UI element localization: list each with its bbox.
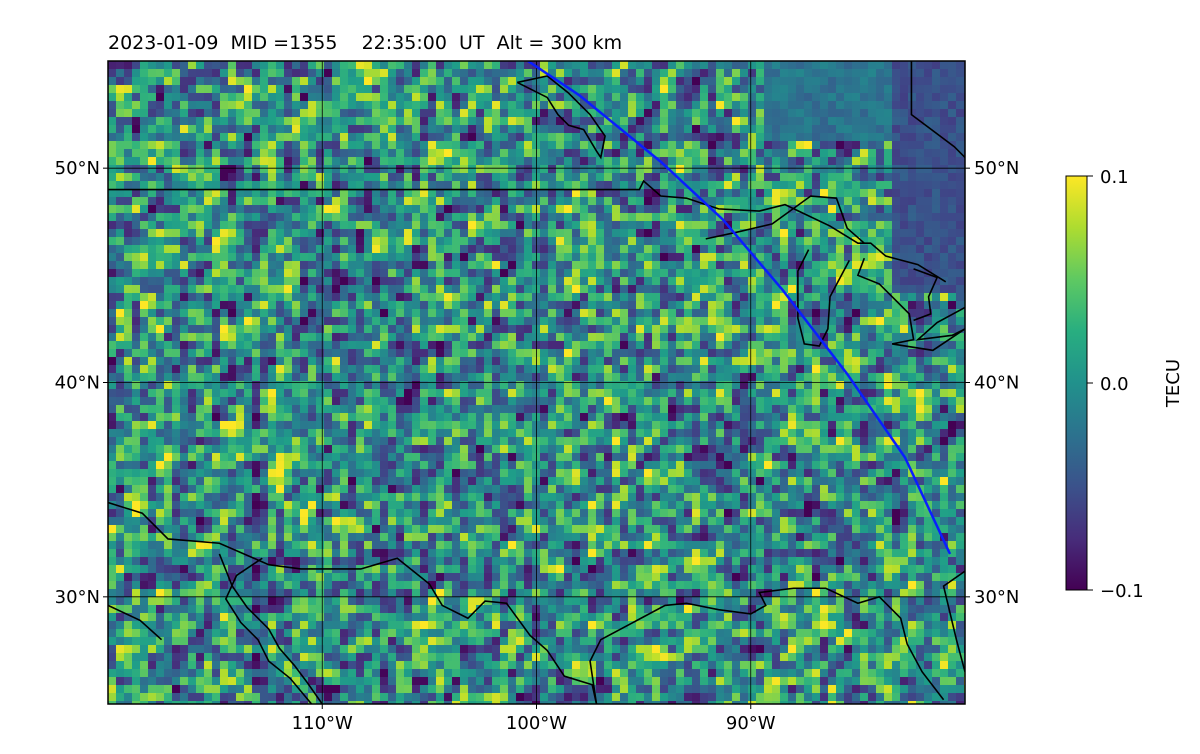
lat-tick-label-left: 50°N — [55, 158, 100, 179]
colorbar-gradient — [1066, 176, 1087, 590]
lat-tick-label-right: 50°N — [974, 158, 1019, 179]
lon-tick-label: 90°W — [726, 713, 776, 734]
colorbar-ticks: 0.1 0.0 −0.1 — [1087, 167, 1144, 602]
latitude-axis-right: 50°N 40°N 30°N — [965, 158, 1019, 608]
tec-heatmap — [108, 61, 973, 710]
colorbar: 0.1 0.0 −0.1 TECU — [1066, 167, 1184, 602]
lon-tick-label: 100°W — [506, 713, 567, 734]
colorbar-tick-label: 0.1 — [1100, 167, 1129, 188]
lon-tick-label: 110°W — [292, 713, 353, 734]
longitude-axis: 110°W 100°W 90°W — [292, 704, 776, 734]
map-area — [108, 61, 973, 710]
colorbar-tick-label: −0.1 — [1100, 581, 1144, 602]
lat-tick-label-right: 30°N — [974, 587, 1019, 608]
latitude-axis-left: 50°N 40°N 30°N — [55, 158, 108, 608]
colorbar-tick-label: 0.0 — [1100, 374, 1129, 395]
lat-tick-label-left: 30°N — [55, 587, 100, 608]
lat-tick-label-left: 40°N — [55, 373, 100, 394]
colorbar-label: TECU — [1163, 359, 1184, 408]
lat-tick-label-right: 40°N — [974, 373, 1019, 394]
map-title: 2023-01-09 MID =1355 22:35:00 UT Alt = 3… — [108, 32, 622, 54]
